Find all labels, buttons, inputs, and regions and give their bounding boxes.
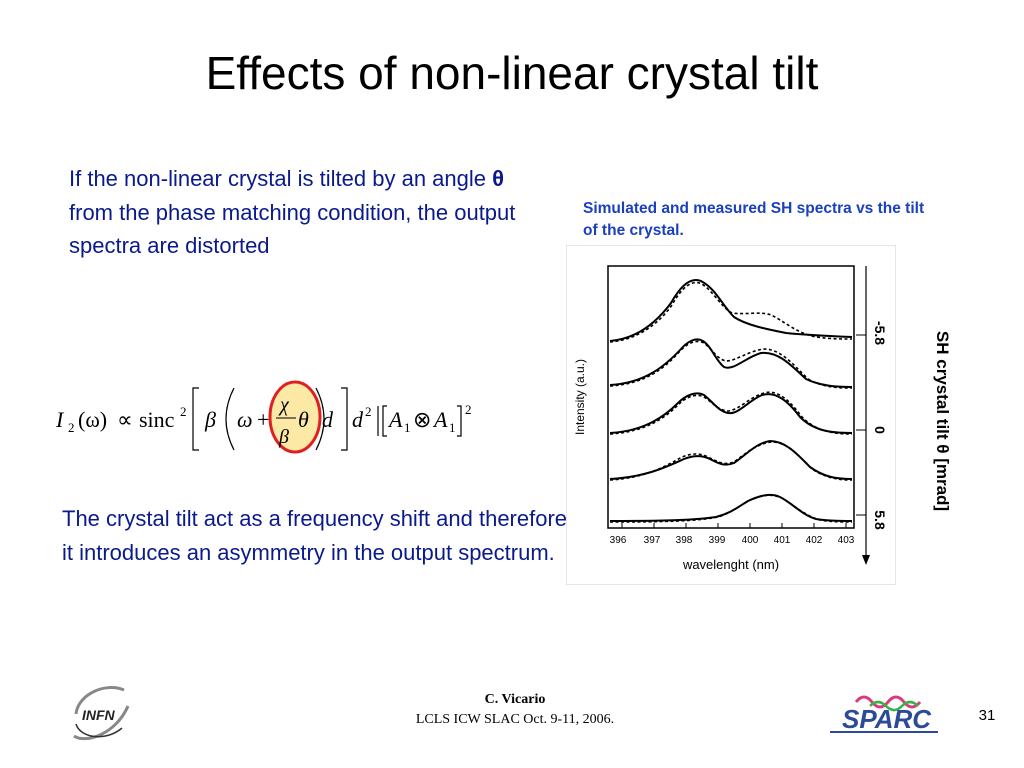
tilt-tick-zero: 0 (872, 426, 888, 434)
formula-d-square: 2 (365, 404, 372, 419)
formula-A2-sub: 1 (449, 420, 456, 435)
formula-A1-sub: 1 (404, 420, 411, 435)
x-tick-403: 403 (838, 535, 855, 546)
event-info: LCLS ICW SLAC Oct. 9-11, 2006. (415, 712, 615, 727)
formula-chi: χ (278, 394, 290, 416)
x-axis-label: wavelenght (nm) (682, 557, 779, 572)
x-tick-401: 401 (774, 535, 791, 546)
formula-d2: d (352, 407, 364, 432)
presenter-name: C. Vicario (484, 692, 546, 707)
slide-title: Effects of non-linear crystal tilt (205, 47, 819, 99)
x-tick-402: 402 (806, 535, 823, 546)
theta-symbol: θ (492, 166, 505, 191)
spectrum-1-solid (609, 279, 853, 342)
formula-d: d (322, 407, 334, 432)
sinc-formula: I 2 (ω) ∝ sinc 2 β ω + χ β θ d d 2 A 1 ⊗… (55, 380, 472, 454)
tilt-tick-pos: 5.8 (872, 510, 888, 530)
formula-omega: ω (237, 407, 253, 432)
intro-text-part1: If the non-linear crystal is tilted by a… (69, 166, 493, 191)
intro-text-part2: from the phase matching condition, the o… (69, 199, 516, 259)
formula-highlight (268, 380, 322, 454)
infn-logo-text: INFN (82, 707, 116, 723)
formula-sinc: sinc (139, 407, 175, 432)
plot-frame (607, 265, 855, 529)
formula-A1: A (387, 407, 403, 432)
conclusion-text: The crystal tilt act as a frequency shif… (62, 506, 568, 565)
formula-A2: A (432, 407, 448, 432)
page-number: 31 (978, 707, 996, 724)
sh-spectra-figure: -5.8 0 5.8 396 397 398 399 400 401 402 4… (566, 245, 896, 585)
formula-propto: ∝ (117, 407, 133, 432)
spectrum-5-dashed (609, 494, 853, 523)
spectrum-3-solid (609, 392, 853, 434)
sparc-logo-text: SPARC (842, 704, 932, 734)
formula-sinc-square: 2 (180, 404, 187, 419)
x-tick-398: 398 (676, 535, 693, 546)
formula-plus: + (257, 407, 269, 432)
formula-omega-arg: (ω) (78, 407, 107, 432)
spectrum-3-dashed (609, 391, 853, 435)
x-tick-400: 400 (742, 535, 759, 546)
x-tick-399: 399 (709, 535, 726, 546)
y-axis-label: Intensity (a.u.) (573, 359, 587, 435)
tilt-tick-neg: -5.8 (872, 321, 888, 345)
formula-beta: β (204, 407, 216, 432)
tilt-axis-label: SH crystal tilt θ [mrad] (928, 302, 956, 540)
formula-sub2: 2 (68, 420, 75, 435)
tilt-axis-label-text: SH crystal tilt θ [mrad] (933, 330, 952, 512)
spectrum-2-dashed (609, 340, 853, 389)
formula-otimes: ⊗ (413, 407, 431, 432)
formula-outer-square: 2 (465, 402, 472, 417)
formula-beta-denominator: β (278, 426, 289, 448)
x-tick-397: 397 (644, 535, 661, 546)
figure-caption: Simulated and measured SH spectra vs the… (583, 200, 925, 239)
x-tick-396: 396 (610, 535, 627, 546)
intro-text: If the non-linear crystal is tilted by a… (69, 162, 549, 263)
formula-I: I (55, 407, 65, 432)
spectrum-1-dashed (609, 281, 853, 343)
infn-logo: INFN (73, 686, 130, 741)
formula-theta: θ (298, 407, 309, 432)
sparc-logo: SPARC (830, 695, 938, 734)
